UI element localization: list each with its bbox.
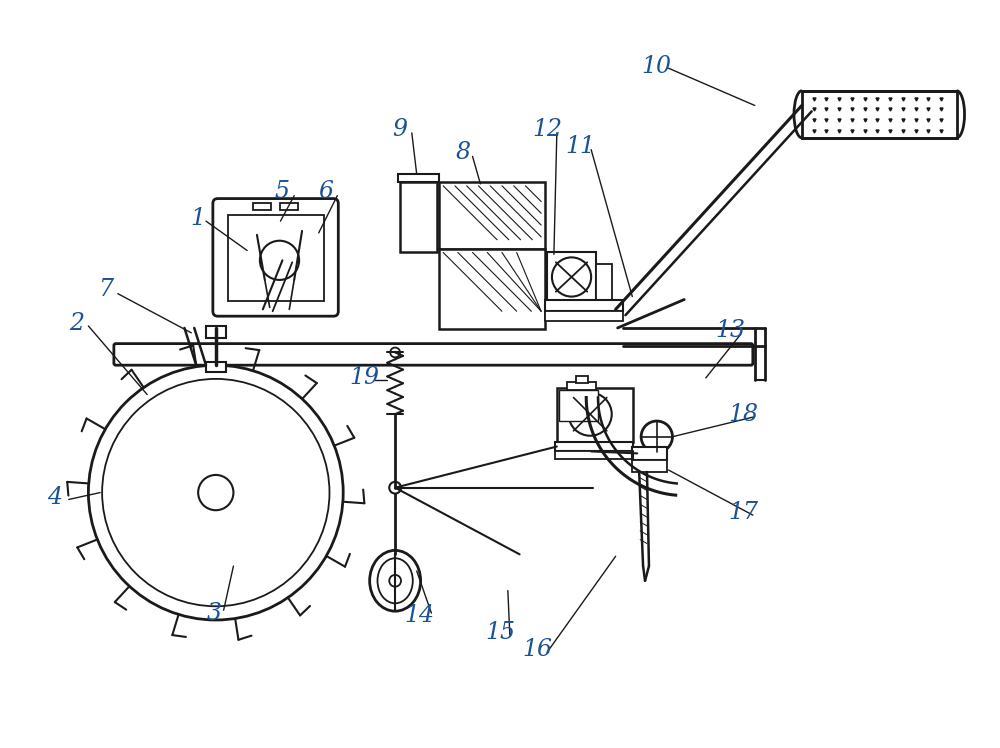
Text: 9: 9 [393,118,408,141]
Bar [400,182,437,253]
Bar [802,91,957,138]
Circle shape [260,241,299,280]
Text: 19: 19 [350,367,380,390]
Bar [398,174,439,182]
Text: 2: 2 [69,311,84,334]
Text: 5: 5 [275,180,290,203]
Bar [632,460,667,472]
Circle shape [552,257,591,296]
Circle shape [390,348,400,358]
Bar [206,326,226,338]
Bar [557,387,633,441]
Circle shape [102,379,329,607]
Bar [555,452,633,459]
Bar [439,248,545,329]
Text: 16: 16 [522,638,552,661]
Text: 1: 1 [191,206,206,230]
Text: 12: 12 [532,118,562,141]
Bar [555,441,633,452]
Text: 10: 10 [642,55,672,78]
Bar [545,299,623,311]
Ellipse shape [370,551,421,611]
Circle shape [569,393,612,436]
Text: 18: 18 [728,402,758,426]
Bar [632,447,667,460]
Bar [206,362,226,372]
Circle shape [389,482,401,494]
Bar [576,376,588,383]
Bar [547,253,596,301]
Bar [280,203,298,210]
FancyBboxPatch shape [114,343,753,365]
Text: 7: 7 [99,278,114,301]
Bar [253,203,271,210]
Circle shape [198,475,233,510]
Bar [559,390,598,421]
Circle shape [389,575,401,586]
FancyBboxPatch shape [213,198,338,316]
Text: 14: 14 [405,604,435,627]
Text: 8: 8 [455,141,470,164]
Text: 3: 3 [206,601,221,625]
Text: 17: 17 [728,500,758,524]
Circle shape [88,365,343,620]
Bar [545,311,623,321]
Text: 6: 6 [318,180,333,203]
Bar [596,264,612,301]
Circle shape [641,421,672,453]
Text: 15: 15 [485,622,515,644]
Text: 4: 4 [47,486,62,509]
Text: 13: 13 [715,319,745,343]
Text: 11: 11 [565,135,595,158]
Ellipse shape [378,558,413,604]
Bar [567,381,596,390]
Bar [439,182,545,248]
Bar [228,215,324,301]
